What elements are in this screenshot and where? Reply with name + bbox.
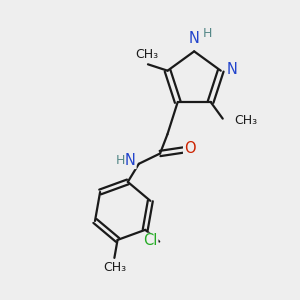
Text: CH₃: CH₃ — [234, 115, 257, 128]
Text: O: O — [184, 141, 195, 156]
Text: H: H — [116, 154, 125, 167]
Text: H: H — [203, 27, 212, 40]
Text: Cl: Cl — [143, 233, 158, 248]
Text: N: N — [125, 153, 136, 168]
Text: CH₃: CH₃ — [103, 261, 126, 274]
Text: CH₃: CH₃ — [135, 48, 158, 62]
Text: N: N — [227, 62, 238, 77]
Text: N: N — [189, 31, 200, 46]
